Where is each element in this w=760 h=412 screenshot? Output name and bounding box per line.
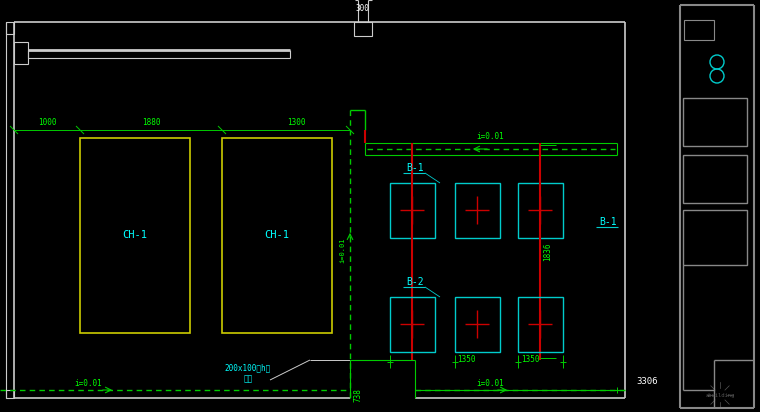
Text: B-1: B-1	[599, 217, 617, 227]
Bar	[684, 20, 714, 40]
Text: 200x100（h）: 200x100（h）	[225, 363, 271, 372]
Text: 1350: 1350	[521, 356, 540, 365]
Text: CH-1: CH-1	[122, 230, 147, 240]
Bar	[6, 22, 14, 34]
Text: CH-1: CH-1	[264, 230, 290, 240]
Text: i=0.01: i=0.01	[74, 379, 102, 388]
Text: 1000: 1000	[38, 117, 56, 126]
Text: 300: 300	[355, 3, 369, 12]
Text: i=0.01: i=0.01	[476, 379, 504, 388]
Bar	[222, 138, 332, 333]
Bar	[14, 42, 28, 64]
Bar	[354, 22, 372, 36]
Text: 1880: 1880	[142, 117, 160, 126]
Bar	[390, 183, 435, 238]
Bar	[80, 138, 190, 333]
Bar	[518, 297, 563, 352]
Text: abuilding: abuilding	[705, 393, 735, 398]
Bar	[390, 297, 435, 352]
Text: B-1: B-1	[406, 163, 424, 173]
Text: 1350: 1350	[457, 356, 475, 365]
Text: i=0.01: i=0.01	[339, 237, 345, 263]
Bar	[683, 98, 747, 146]
Bar	[455, 183, 500, 238]
Text: i=0.01: i=0.01	[476, 131, 504, 140]
Bar	[6, 390, 14, 398]
Bar	[683, 210, 747, 265]
Bar	[518, 183, 563, 238]
Text: 地沟: 地沟	[243, 375, 252, 384]
Text: 738: 738	[353, 388, 363, 402]
Bar	[455, 297, 500, 352]
Text: 3306: 3306	[636, 377, 657, 386]
Bar	[683, 155, 747, 203]
Text: B-2: B-2	[406, 277, 424, 287]
Text: 1300: 1300	[287, 117, 306, 126]
Text: 1836: 1836	[543, 243, 553, 261]
